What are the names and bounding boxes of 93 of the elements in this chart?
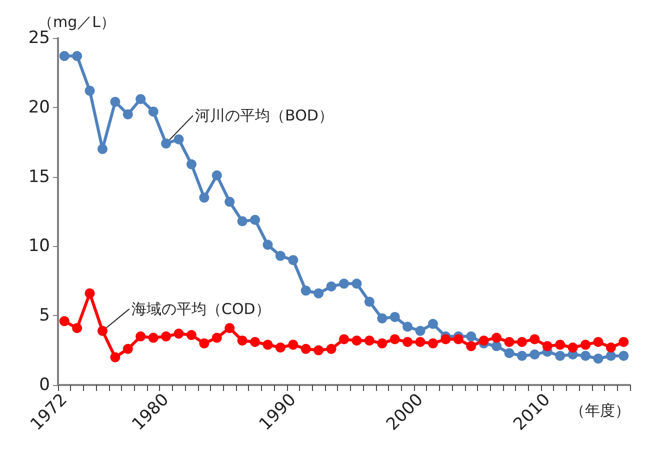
point bbox=[98, 326, 108, 336]
point bbox=[377, 338, 388, 348]
point bbox=[237, 216, 248, 226]
y-tick-label: 0 bbox=[39, 375, 50, 395]
point bbox=[377, 313, 388, 324]
point bbox=[364, 336, 374, 346]
point bbox=[555, 340, 566, 350]
point bbox=[326, 344, 336, 354]
point bbox=[199, 192, 210, 203]
point bbox=[390, 334, 400, 344]
point bbox=[288, 255, 298, 266]
point bbox=[275, 250, 286, 261]
point bbox=[606, 342, 616, 353]
point bbox=[262, 240, 273, 250]
point bbox=[415, 336, 426, 347]
point bbox=[492, 332, 502, 343]
point bbox=[212, 170, 222, 180]
point bbox=[59, 316, 70, 326]
point bbox=[339, 278, 349, 289]
point bbox=[555, 350, 566, 361]
point bbox=[314, 288, 324, 298]
point bbox=[530, 334, 540, 344]
point bbox=[428, 338, 438, 348]
y-tick-label: 15 bbox=[28, 166, 50, 187]
point bbox=[364, 296, 374, 307]
point bbox=[250, 336, 260, 347]
point bbox=[72, 323, 82, 334]
point bbox=[466, 331, 476, 342]
point bbox=[580, 350, 591, 361]
point bbox=[580, 340, 591, 350]
point bbox=[161, 138, 172, 148]
point bbox=[466, 341, 476, 352]
point bbox=[122, 344, 133, 354]
point bbox=[110, 352, 120, 362]
point bbox=[568, 342, 578, 353]
x-axis-title: （年度） bbox=[570, 402, 630, 420]
point bbox=[262, 340, 273, 350]
point bbox=[98, 144, 108, 154]
point bbox=[237, 336, 248, 346]
point bbox=[504, 336, 514, 347]
point bbox=[300, 286, 311, 296]
point bbox=[326, 281, 336, 292]
point bbox=[136, 331, 146, 342]
point bbox=[453, 334, 464, 344]
point bbox=[542, 341, 552, 352]
point bbox=[84, 86, 95, 96]
y-tick-label: 5 bbox=[39, 306, 50, 326]
point bbox=[504, 348, 514, 358]
point bbox=[516, 350, 527, 361]
point bbox=[199, 338, 210, 348]
point bbox=[440, 334, 451, 344]
point bbox=[300, 344, 311, 354]
point bbox=[59, 51, 70, 62]
point bbox=[415, 326, 426, 336]
point bbox=[352, 278, 362, 289]
point bbox=[516, 336, 527, 347]
point bbox=[122, 109, 133, 120]
point bbox=[250, 214, 260, 225]
point bbox=[110, 96, 120, 107]
series-label: 河川の平均（BOD） bbox=[195, 106, 334, 124]
point bbox=[593, 354, 604, 364]
point bbox=[288, 340, 298, 350]
point bbox=[186, 330, 196, 340]
point bbox=[161, 331, 172, 342]
point bbox=[428, 318, 438, 329]
point bbox=[148, 106, 158, 117]
point bbox=[492, 341, 502, 352]
series-label: 海域の平均（COD） bbox=[131, 300, 270, 318]
point bbox=[186, 159, 196, 170]
point bbox=[618, 336, 629, 347]
point bbox=[148, 332, 158, 343]
point bbox=[593, 336, 604, 347]
point bbox=[390, 312, 400, 322]
point bbox=[174, 134, 184, 144]
point bbox=[224, 323, 235, 334]
point bbox=[402, 336, 413, 347]
point bbox=[530, 349, 540, 360]
y-tick-label: 20 bbox=[28, 97, 50, 118]
point bbox=[212, 332, 222, 343]
point bbox=[314, 345, 324, 356]
point bbox=[352, 336, 362, 346]
point bbox=[606, 350, 616, 361]
point bbox=[224, 196, 235, 207]
point bbox=[339, 334, 349, 344]
point bbox=[72, 51, 82, 62]
point bbox=[618, 350, 629, 361]
point bbox=[478, 336, 489, 346]
point bbox=[174, 328, 184, 339]
point bbox=[84, 288, 95, 298]
y-tick-label: 10 bbox=[28, 236, 50, 256]
point bbox=[136, 94, 146, 104]
point bbox=[275, 342, 286, 353]
point bbox=[402, 322, 413, 332]
